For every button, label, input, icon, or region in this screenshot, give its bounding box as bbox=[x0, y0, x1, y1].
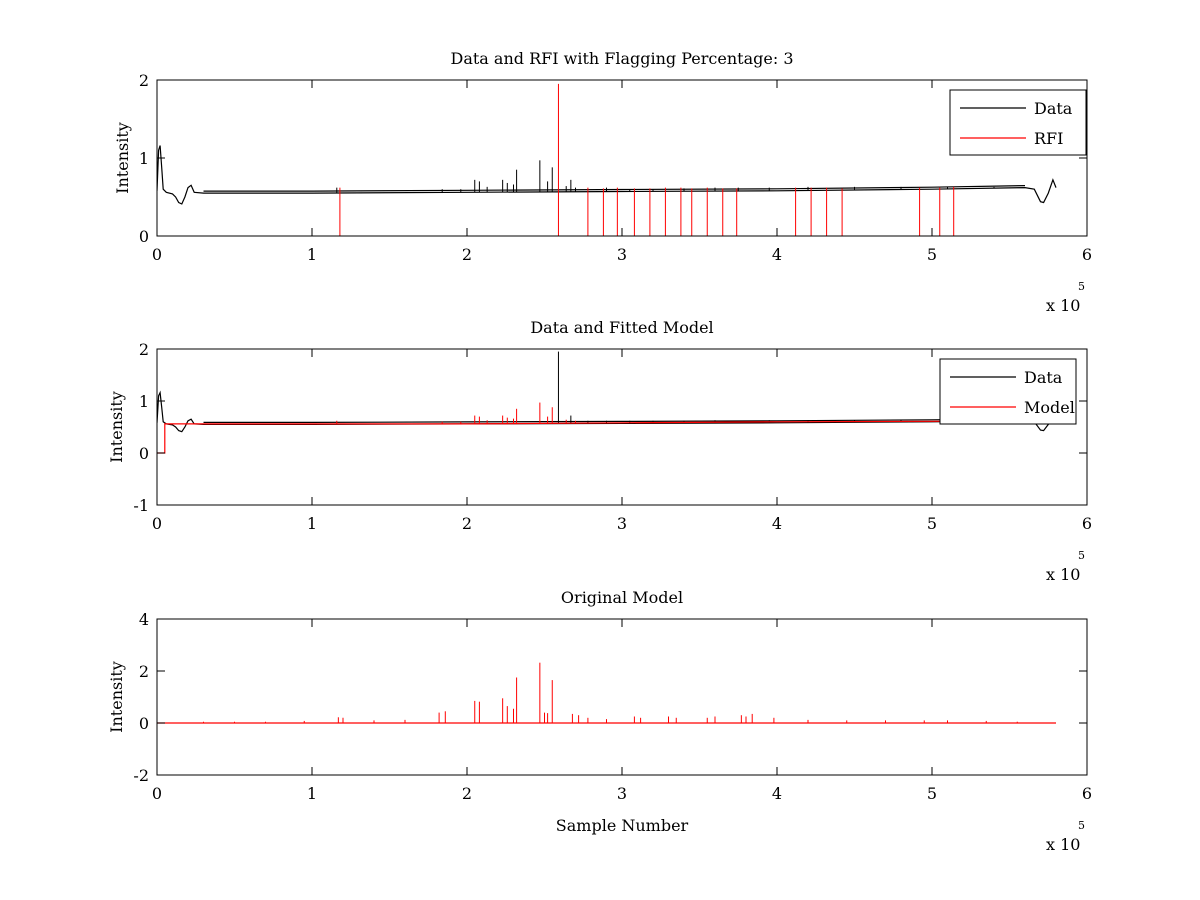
x-tick-label: 3 bbox=[617, 784, 627, 803]
chart-title: Data and RFI with Flagging Percentage: 3 bbox=[450, 49, 793, 68]
y-tick-label: 2 bbox=[139, 662, 149, 681]
y-axis-label: Intensity bbox=[113, 122, 132, 194]
x-tick-label: 6 bbox=[1082, 514, 1092, 533]
x-tick-label: 2 bbox=[462, 245, 472, 264]
x-tick-label: 1 bbox=[307, 514, 317, 533]
chart-title: Original Model bbox=[561, 588, 683, 607]
legend-label-model: Model bbox=[1024, 398, 1075, 417]
series-data bbox=[157, 145, 1057, 205]
plot-area bbox=[157, 351, 1057, 454]
y-tick-label: 0 bbox=[139, 714, 149, 733]
x-multiplier-label: x 10 bbox=[1046, 835, 1080, 854]
x-tick-label: 3 bbox=[617, 245, 627, 264]
x-exponent-label: 5 bbox=[1078, 280, 1085, 293]
y-tick-label: -1 bbox=[133, 496, 149, 515]
plot-area bbox=[157, 83, 1057, 236]
legend: Data RFI bbox=[949, 89, 1087, 156]
x-tick-label: 4 bbox=[772, 514, 782, 533]
x-tick-label: 6 bbox=[1082, 245, 1092, 264]
series-line bbox=[157, 419, 1057, 454]
y-tick-label: 0 bbox=[139, 227, 149, 246]
x-tick-label: 4 bbox=[772, 784, 782, 803]
series-noise bbox=[203, 418, 1026, 423]
series-model-0 bbox=[157, 662, 1056, 724]
x-tick-label: 0 bbox=[152, 245, 162, 264]
axes-box bbox=[156, 79, 1088, 237]
y-tick-label: 1 bbox=[139, 392, 149, 411]
x-exponent-label: 5 bbox=[1078, 819, 1085, 832]
y-tick-label: 1 bbox=[139, 149, 149, 168]
x-multiplier-label: x 10 bbox=[1046, 565, 1080, 584]
y-axis-label: Intensity bbox=[107, 391, 126, 463]
y-tick-label: 2 bbox=[139, 340, 149, 359]
x-tick-label: 3 bbox=[617, 514, 627, 533]
x-tick-label: 1 bbox=[307, 784, 317, 803]
legend-label-rfi: RFI bbox=[1034, 129, 1063, 148]
subplot-1: 0 1 2 3 4 5 6 0 1 2 Data and RFI with Flagging Per… bbox=[113, 49, 1092, 315]
chart-title: Data and Fitted Model bbox=[530, 318, 713, 337]
series-rfi bbox=[339, 83, 955, 236]
x-tick-label: 4 bbox=[772, 245, 782, 264]
x-tick-label: 6 bbox=[1082, 784, 1092, 803]
y-tick-label: 0 bbox=[139, 444, 149, 463]
legend-label-data: Data bbox=[1034, 99, 1073, 118]
legend-box bbox=[949, 89, 1087, 156]
plot-area bbox=[157, 662, 1056, 724]
y-tick-label: -2 bbox=[133, 766, 149, 785]
x-tick-label: 2 bbox=[462, 784, 472, 803]
legend: Data Model bbox=[939, 358, 1077, 425]
series-line bbox=[157, 145, 1057, 205]
axes-box bbox=[156, 618, 1088, 776]
x-tick-label: 2 bbox=[462, 514, 472, 533]
x-tick-label: 5 bbox=[927, 514, 937, 533]
y-tick-label: 2 bbox=[139, 71, 149, 90]
legend-label-data: Data bbox=[1024, 368, 1063, 387]
y-tick-label: 4 bbox=[139, 610, 149, 629]
x-axis-label: Sample Number bbox=[556, 816, 689, 835]
x-multiplier-label: x 10 bbox=[1046, 296, 1080, 315]
x-tick-label: 0 bbox=[152, 514, 162, 533]
x-tick-label: 1 bbox=[307, 245, 317, 264]
x-tick-label: 0 bbox=[152, 784, 162, 803]
series-line bbox=[157, 390, 1057, 433]
x-tick-label: 5 bbox=[927, 784, 937, 803]
x-tick-label: 5 bbox=[927, 245, 937, 264]
legend-box bbox=[939, 358, 1077, 425]
series-data bbox=[157, 351, 1057, 433]
x-exponent-label: 5 bbox=[1078, 549, 1085, 562]
series-noise bbox=[203, 185, 1026, 192]
series-model bbox=[157, 402, 1057, 454]
y-axis-label: Intensity bbox=[107, 661, 126, 733]
